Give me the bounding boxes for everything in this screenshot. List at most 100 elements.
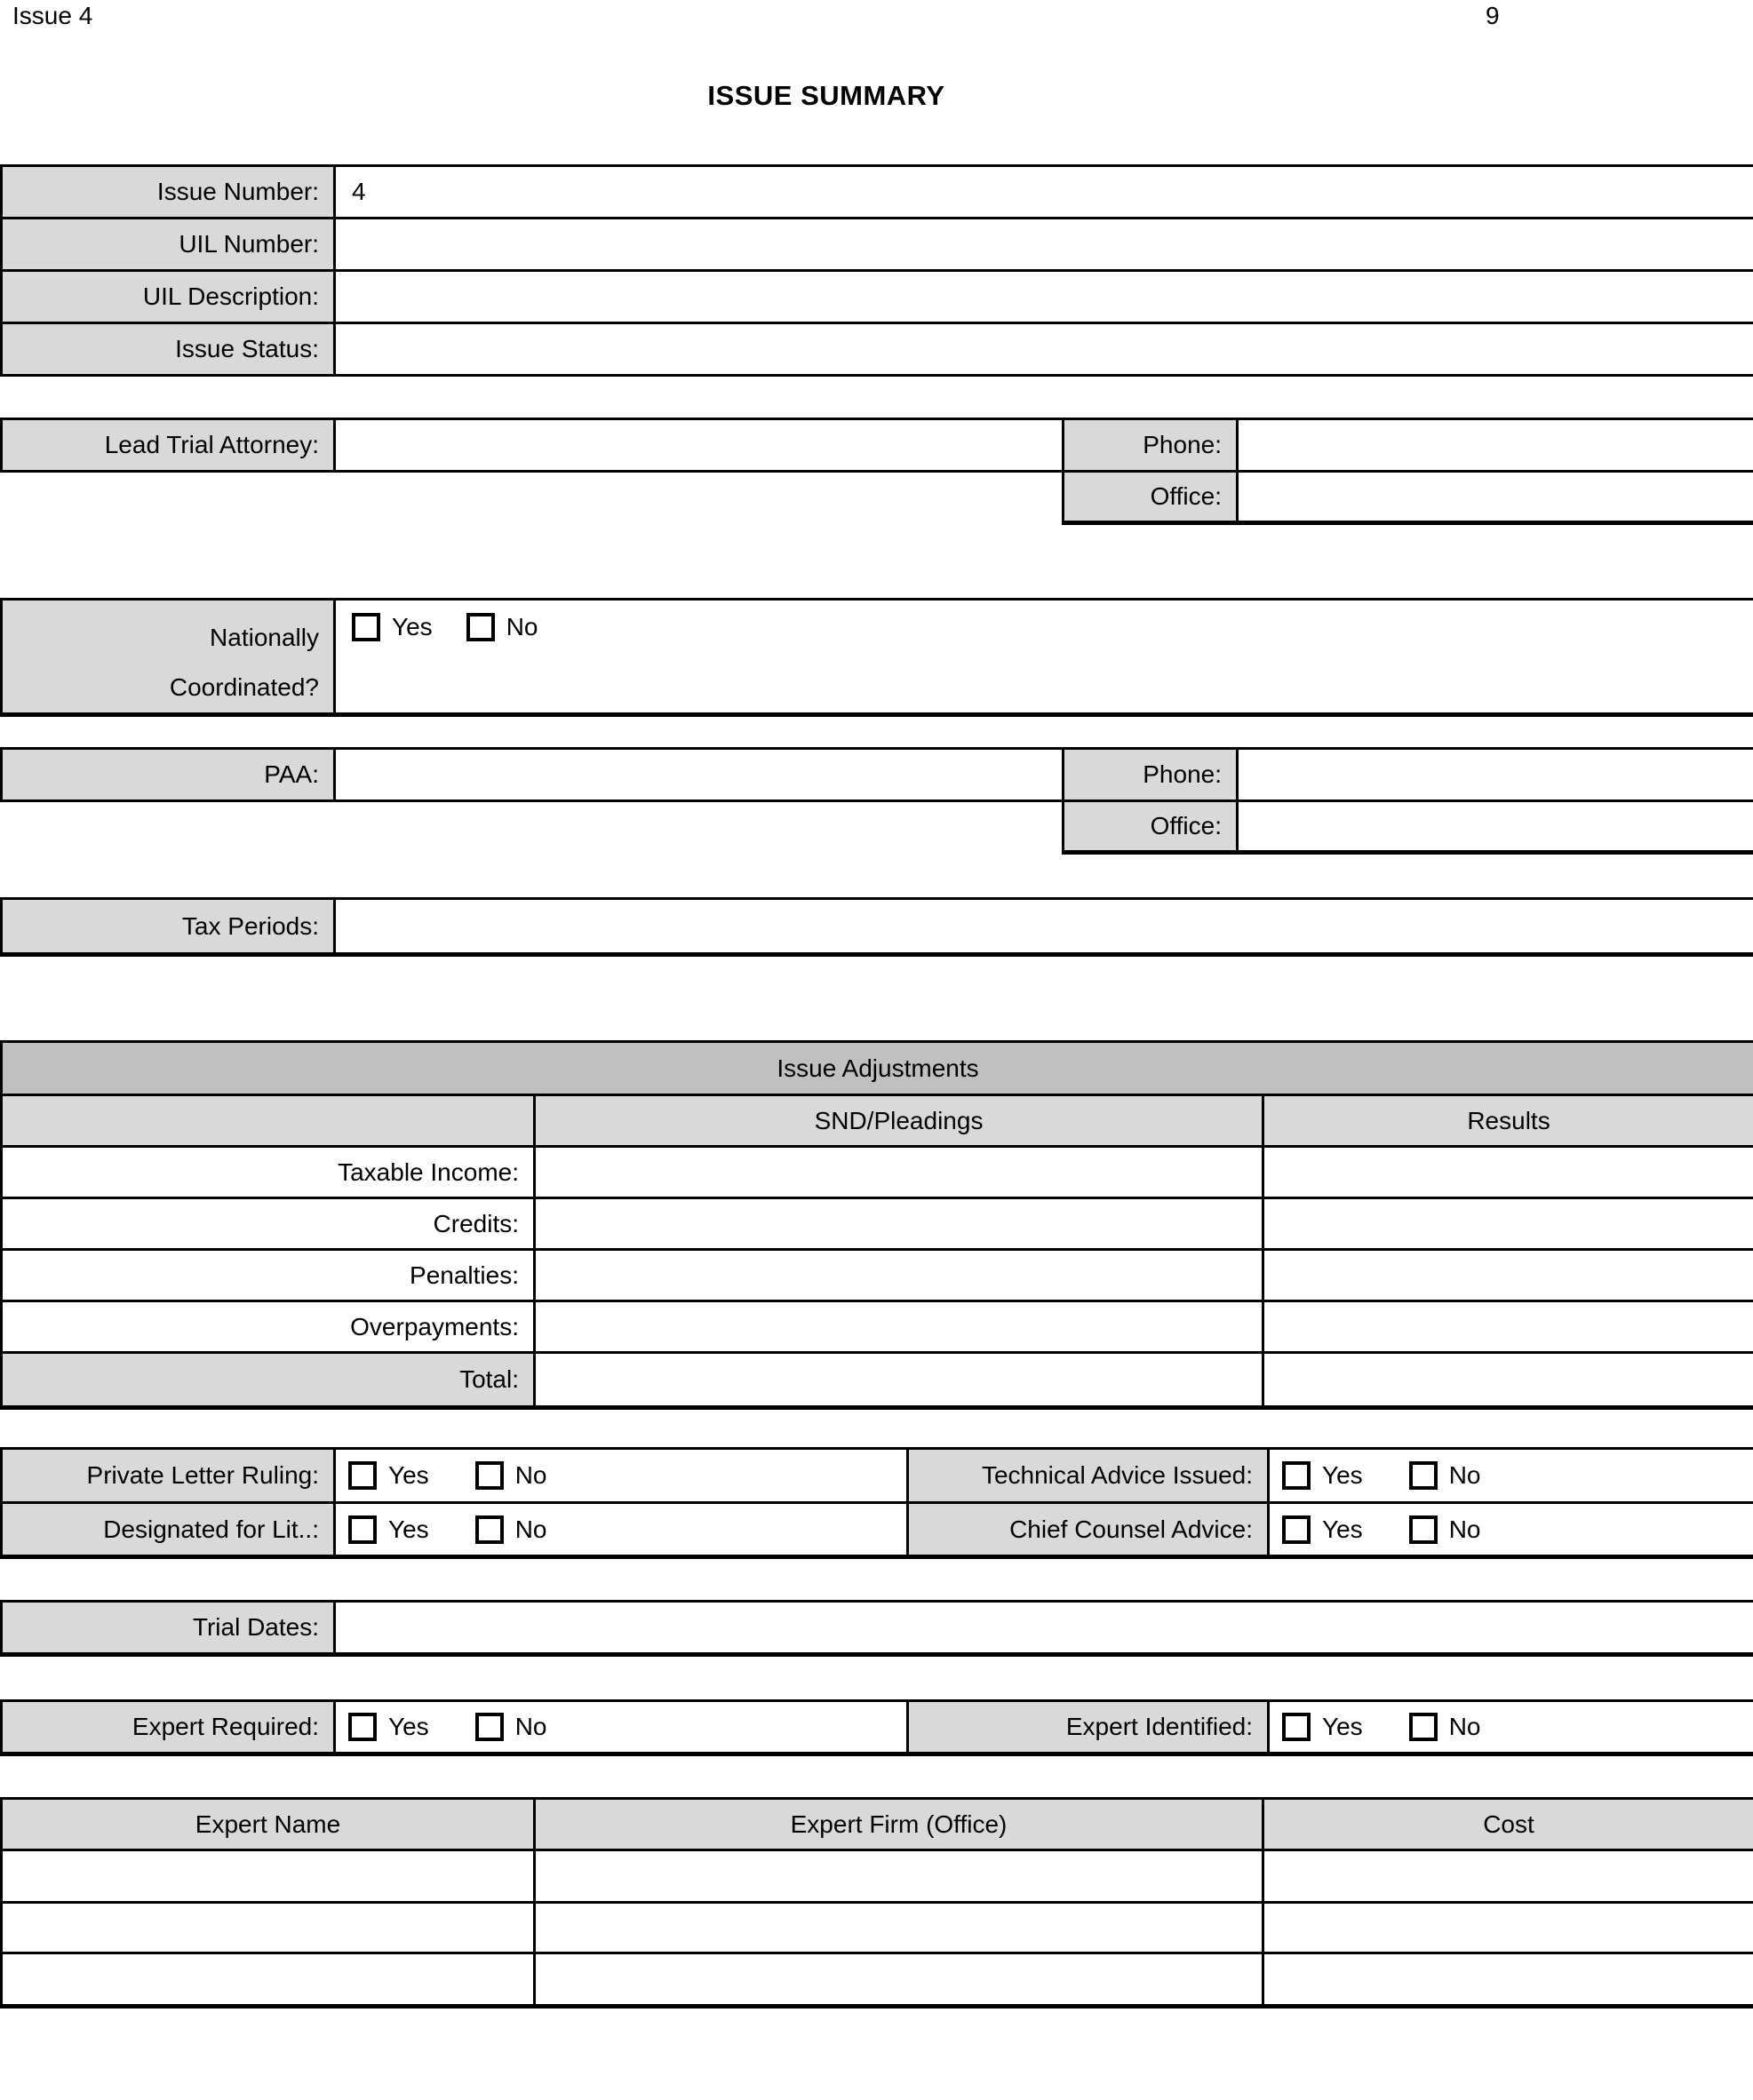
overpayments-results-cell[interactable] — [1261, 1300, 1753, 1354]
private-letter-ruling-yes-checkbox[interactable] — [348, 1461, 377, 1490]
expert-name-table: Expert Name Expert Firm (Office) Cost — [0, 1797, 1753, 2009]
expert-required-no-checkbox[interactable] — [474, 1713, 504, 1741]
expert-name-column-header: Expert Name — [0, 1797, 536, 1851]
no-label: No — [506, 613, 538, 640]
uil-number-value[interactable] — [333, 217, 1753, 272]
nationally-coordinated-label-line2: Coordinated? — [169, 673, 319, 701]
uil-description-label: UIL Description: — [0, 269, 336, 324]
expert-firm-column-header: Expert Firm (Office) — [533, 1797, 1264, 1851]
nationally-coordinated-no-checkbox[interactable] — [466, 613, 495, 641]
private-letter-ruling-value: Yes No — [333, 1447, 909, 1504]
paa-table: PAA: Phone: Office: — [0, 747, 1753, 855]
cost-cell[interactable] — [1262, 1952, 1753, 2009]
nationally-coordinated-yes-checkbox[interactable] — [352, 613, 380, 641]
nationally-coordinated-value: Yes No — [333, 598, 1753, 717]
attorney-phone-label: Phone: — [1062, 418, 1239, 473]
adjustments-empty-header-cell — [0, 1094, 536, 1148]
tax-periods-value[interactable] — [333, 897, 1753, 957]
total-results-cell[interactable] — [1261, 1351, 1753, 1410]
spacer-cell — [2, 472, 1064, 523]
issue-info-table: Issue Number: 4 UIL Number: UIL Descript… — [0, 164, 1753, 377]
tax-periods-table: Tax Periods: — [0, 897, 1753, 957]
yes-label: Yes — [1322, 1515, 1363, 1543]
trial-dates-label: Trial Dates: — [0, 1600, 336, 1657]
paa-phone-label: Phone: — [1062, 747, 1239, 802]
yes-label: Yes — [392, 613, 433, 640]
paa-label: PAA: — [0, 747, 336, 802]
lead-trial-attorney-value[interactable] — [333, 418, 1064, 473]
credits-snd-cell[interactable] — [533, 1197, 1264, 1251]
taxable-income-label: Taxable Income: — [0, 1145, 536, 1199]
expert-required-yes-checkbox[interactable] — [348, 1713, 377, 1741]
tax-periods-label: Tax Periods: — [0, 897, 336, 957]
expert-name-cell[interactable] — [0, 1849, 536, 1904]
private-letter-ruling-label: Private Letter Ruling: — [0, 1447, 336, 1504]
technical-advice-value: Yes No — [1267, 1447, 1753, 1504]
private-letter-ruling-no-checkbox[interactable] — [474, 1461, 504, 1490]
nationally-coordinated-label-line1: Nationally — [210, 624, 319, 651]
issue-adjustments-title: Issue Adjustments — [0, 1040, 1753, 1096]
expert-identified-no-checkbox[interactable] — [1408, 1713, 1438, 1741]
yes-label: Yes — [388, 1461, 429, 1489]
credits-results-cell[interactable] — [1261, 1197, 1753, 1251]
expert-required-value: Yes No — [333, 1699, 909, 1756]
designated-for-lit-no-checkbox[interactable] — [474, 1515, 504, 1544]
rulings-table: Private Letter Ruling: Yes No Technical … — [0, 1447, 1753, 1559]
expert-firm-cell[interactable] — [533, 1901, 1264, 1954]
chief-counsel-advice-no-checkbox[interactable] — [1408, 1515, 1438, 1544]
cost-cell[interactable] — [1262, 1849, 1753, 1904]
overpayments-snd-cell[interactable] — [533, 1300, 1264, 1354]
expert-required-label: Expert Required: — [0, 1699, 336, 1756]
penalties-results-cell[interactable] — [1261, 1248, 1753, 1302]
attorney-office-value[interactable] — [1236, 470, 1753, 525]
expert-name-cell[interactable] — [0, 1952, 536, 2009]
paa-phone-value[interactable] — [1236, 747, 1753, 802]
page-header: Issue 4 9 — [0, 2, 1753, 32]
no-label: No — [1448, 1461, 1481, 1489]
taxable-income-snd-cell[interactable] — [533, 1145, 1264, 1199]
chief-counsel-advice-value: Yes No — [1267, 1501, 1753, 1559]
page-title: ISSUE SUMMARY — [707, 80, 945, 111]
uil-description-value[interactable] — [333, 269, 1753, 324]
penalties-label: Penalties: — [0, 1248, 536, 1302]
yes-label: Yes — [1322, 1713, 1363, 1740]
expert-name-cell[interactable] — [0, 1901, 536, 1954]
issue-number-label: Issue Number: — [0, 164, 336, 219]
designated-for-lit-label: Designated for Lit..: — [0, 1501, 336, 1559]
trial-dates-table: Trial Dates: — [0, 1600, 1753, 1657]
total-label: Total: — [0, 1351, 536, 1410]
issue-status-label: Issue Status: — [0, 322, 336, 377]
technical-advice-no-checkbox[interactable] — [1408, 1461, 1438, 1490]
designated-for-lit-value: Yes No — [333, 1501, 909, 1559]
technical-advice-yes-checkbox[interactable] — [1282, 1461, 1311, 1490]
paa-value[interactable] — [333, 747, 1064, 802]
designated-for-lit-yes-checkbox[interactable] — [348, 1515, 377, 1544]
attorney-office-label: Office: — [1062, 470, 1239, 525]
issue-status-value[interactable] — [333, 322, 1753, 377]
results-column-header: Results — [1261, 1094, 1753, 1148]
paa-office-value[interactable] — [1236, 799, 1753, 855]
no-label: No — [1448, 1713, 1481, 1740]
lead-trial-attorney-table: Lead Trial Attorney: Phone: Office: — [0, 418, 1753, 525]
trial-dates-value[interactable] — [333, 1600, 1753, 1657]
chief-counsel-advice-yes-checkbox[interactable] — [1282, 1515, 1311, 1544]
issue-number-value[interactable]: 4 — [333, 164, 1753, 219]
chief-counsel-advice-label: Chief Counsel Advice: — [906, 1501, 1270, 1559]
expert-identified-label: Expert Identified: — [906, 1699, 1270, 1756]
nationally-coordinated-label: Nationally Coordinated? — [0, 598, 336, 717]
expert-firm-cell[interactable] — [533, 1952, 1264, 2009]
expert-firm-cell[interactable] — [533, 1849, 1264, 1904]
penalties-snd-cell[interactable] — [533, 1248, 1264, 1302]
cost-cell[interactable] — [1262, 1901, 1753, 1954]
expert-flags-table: Expert Required: Yes No Expert Identifie… — [0, 1699, 1753, 1756]
expert-identified-yes-checkbox[interactable] — [1282, 1713, 1311, 1741]
page-header-left: Issue 4 — [12, 2, 93, 29]
no-label: No — [514, 1713, 547, 1740]
overpayments-label: Overpayments: — [0, 1300, 536, 1354]
attorney-phone-value[interactable] — [1236, 418, 1753, 473]
nationally-coordinated-table: Nationally Coordinated? Yes No — [0, 598, 1753, 717]
taxable-income-results-cell[interactable] — [1261, 1145, 1753, 1199]
yes-label: Yes — [388, 1515, 429, 1543]
total-snd-cell[interactable] — [533, 1351, 1264, 1410]
no-label: No — [514, 1461, 547, 1489]
